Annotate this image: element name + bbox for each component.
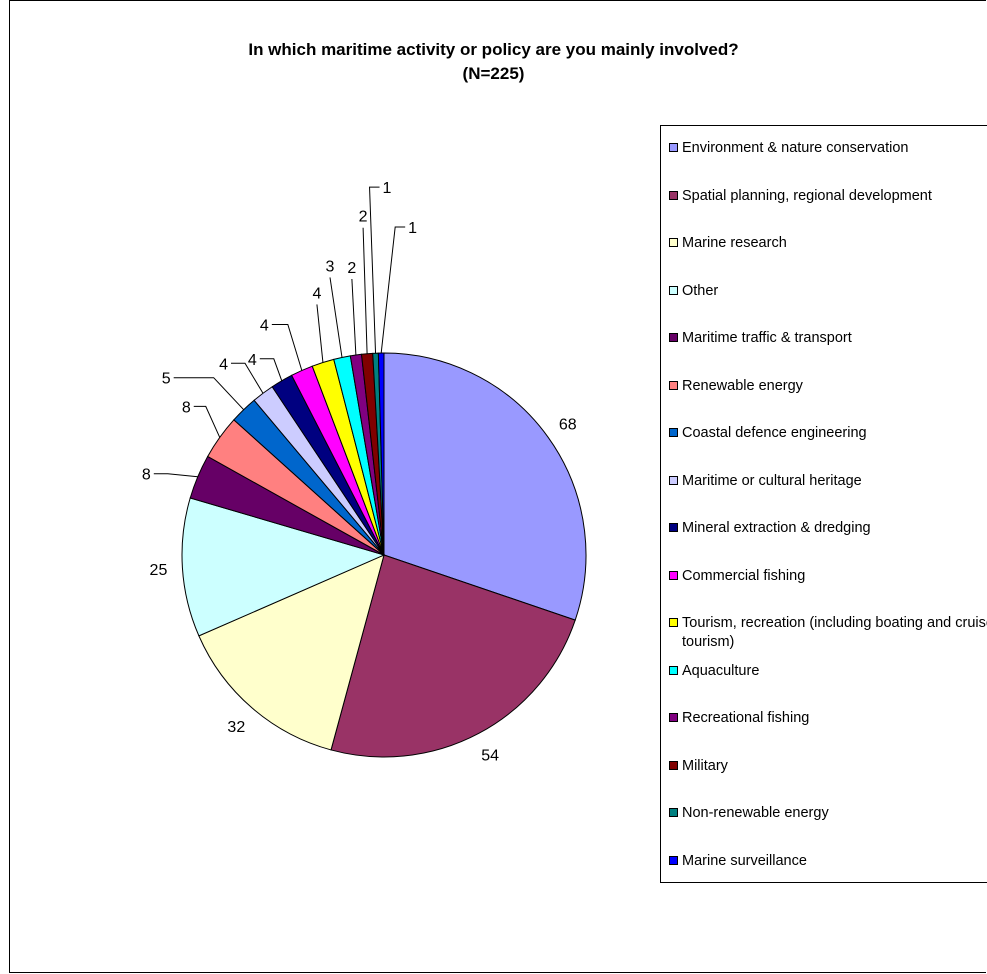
- legend-swatch: [669, 143, 678, 152]
- data-label-12: 3: [326, 258, 335, 275]
- leader-line-12: [329, 277, 343, 358]
- data-label-5: 8: [142, 467, 151, 484]
- legend-label: Non-renewable energy: [682, 805, 829, 821]
- legend-swatch: [669, 380, 678, 390]
- legend-label: Commercial fishing: [682, 567, 806, 584]
- legend-item: Recreational fishing: [669, 709, 987, 728]
- legend-swatch: [669, 475, 678, 485]
- legend-swatch: [669, 760, 678, 770]
- legend-item: Maritime or cultural heritage: [669, 472, 987, 491]
- leader-line-16: [380, 226, 406, 354]
- data-label-13: 2: [347, 260, 356, 277]
- leader-line-15: [369, 186, 380, 354]
- legend-label: Spatial planning, regional development: [682, 187, 932, 204]
- legend-swatch: [669, 665, 678, 675]
- leader-line-14: [362, 227, 368, 354]
- legend-label: Military: [682, 757, 728, 774]
- legend-swatch: [669, 570, 678, 580]
- data-label-8: 4: [219, 356, 228, 373]
- data-label-9: 4: [248, 352, 257, 369]
- legend-swatch: [669, 523, 678, 532]
- legend-label: Marine surveillance: [682, 852, 807, 869]
- data-label-15: 1: [383, 180, 392, 197]
- legend-item: Military: [669, 757, 987, 776]
- legend-item: Aquaculture: [669, 662, 987, 681]
- leader-lines: [153, 186, 406, 478]
- chart-title-text: In which maritime activity or policy are…: [248, 40, 739, 59]
- legend-item: Marine research: [669, 234, 987, 253]
- data-label-4: 25: [150, 562, 168, 579]
- legend-label: Marine research: [682, 235, 787, 251]
- legend-item: Commercial fishing: [669, 567, 987, 586]
- legend-swatch: [669, 333, 678, 342]
- legend-swatch: [669, 238, 678, 247]
- legend-swatch: [669, 808, 678, 817]
- legend-item: Renewable energy: [669, 377, 987, 396]
- legend-swatch: [669, 713, 678, 722]
- leader-line-7: [173, 377, 245, 411]
- pie-slice-16: [377, 352, 385, 556]
- legend-label: Environment & nature conservation: [682, 140, 909, 156]
- legend-item: Maritime traffic & transport: [669, 329, 987, 348]
- leader-line-11: [316, 304, 324, 363]
- legend-item: Other: [669, 282, 987, 301]
- chart-subtitle-text: (N=225): [462, 64, 525, 83]
- data-label-3: 32: [227, 719, 245, 736]
- legend-label: Mineral extraction & dredging: [682, 520, 871, 536]
- legend-item: Mineral extraction & dredging: [669, 519, 987, 538]
- leader-line-5: [153, 473, 198, 478]
- legend-label: Other: [682, 282, 719, 299]
- legend-label: Recreational fishing: [682, 710, 810, 726]
- data-label-6: 8: [182, 399, 191, 416]
- legend-swatch: [669, 618, 678, 627]
- legend-swatch: [669, 428, 678, 437]
- data-label-11: 4: [312, 285, 321, 302]
- data-label-1: 68: [559, 416, 577, 433]
- data-label-16: 1: [408, 220, 417, 237]
- legend-item: Coastal defence engineering: [669, 424, 987, 443]
- pie-slice-4: [181, 497, 386, 637]
- legend-item: Non-renewable energy: [669, 804, 987, 823]
- legend-label: Maritime traffic & transport: [682, 330, 852, 346]
- pie-slice-2: [330, 554, 576, 758]
- leader-line-13: [351, 278, 357, 355]
- legend-item: Marine surveillance: [669, 852, 987, 871]
- legend-label: Tourism, recreation (including boating a…: [682, 615, 987, 650]
- data-label-10: 4: [260, 317, 269, 334]
- leader-line-9: [259, 358, 283, 381]
- legend-swatch: [669, 190, 678, 200]
- pie-slices: [181, 352, 587, 758]
- pie-slice-3: [198, 554, 385, 751]
- data-label-14: 2: [359, 209, 368, 226]
- legend-label: Renewable energy: [682, 377, 803, 394]
- legend-label: Maritime or cultural heritage: [682, 472, 862, 489]
- leader-line-8: [230, 362, 264, 394]
- legend-swatch: [669, 285, 678, 295]
- legend-label: Coastal defence engineering: [682, 425, 867, 441]
- legend: Environment & nature conservation Spatial…: [660, 125, 987, 883]
- legend-item: Tourism, recreation (including boating a…: [669, 614, 987, 652]
- legend-swatch: [669, 855, 678, 865]
- legend-label: Aquaculture: [682, 662, 760, 679]
- pie-slice-1: [383, 352, 587, 621]
- data-label-7: 5: [162, 371, 171, 388]
- leader-line-10: [271, 323, 303, 371]
- data-label-2: 54: [481, 748, 499, 765]
- legend-item: Environment & nature conservation: [669, 139, 987, 158]
- leader-line-6: [193, 405, 221, 438]
- chart-title: In which maritime activity or policy are…: [0, 38, 987, 86]
- legend-item: Spatial planning, regional development: [669, 187, 987, 206]
